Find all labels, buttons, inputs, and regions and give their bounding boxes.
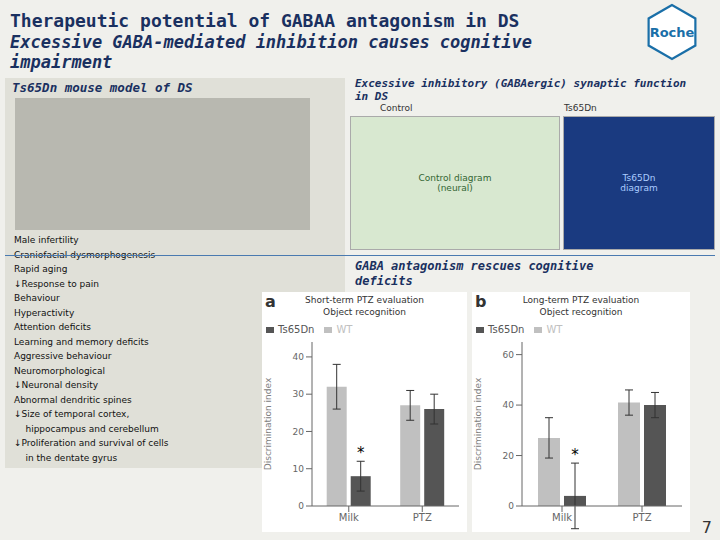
html-text:GABA antagonism rescues cognit: GABA antagonism rescues cognitive	[355, 259, 594, 273]
html-text:Learning and memory deficits: Learning and memory deficits	[14, 336, 149, 347]
html-text:Control: Control	[380, 103, 413, 113]
html-text:Object recognition: Object recognition	[323, 307, 406, 317]
html-text:↓Size of temporal cortex,: ↓Size of temporal cortex,	[14, 409, 130, 419]
html-text:Behaviour: Behaviour	[14, 293, 60, 303]
html-text:Ts65Dn mouse model of DS: Ts65Dn mouse model of DS	[12, 80, 193, 95]
html-text:Ts65Dn: Ts65Dn	[488, 324, 525, 335]
svg-text:*: *	[357, 444, 365, 462]
html-text:7: 7	[701, 518, 712, 537]
svg-text:0: 0	[508, 501, 514, 511]
svg-text:40: 40	[293, 352, 305, 362]
html-text:↓Proliferation and survival of: ↓Proliferation and survival of cells	[14, 438, 169, 448]
html-text:Attention deficits: Attention deficits	[14, 322, 91, 332]
html-text:Ts65Dn: Ts65Dn	[564, 103, 597, 113]
svg-text:20: 20	[293, 427, 305, 437]
html-text:Long-term PTZ evaluation: Long-term PTZ evaluation	[522, 295, 640, 305]
svg-text:PTZ: PTZ	[413, 512, 432, 523]
svg-text:*: *	[571, 446, 579, 464]
html-text:in the dentate gyrus: in the dentate gyrus	[14, 452, 118, 463]
svg-text:20: 20	[503, 451, 515, 461]
html-text:a: a	[265, 292, 276, 311]
html-text:Abnormal dendritic spines: Abnormal dendritic spines	[14, 394, 132, 405]
svg-text:PTZ: PTZ	[633, 512, 652, 523]
html-text:Ts65Dn: Ts65Dn	[278, 324, 315, 335]
svg-text:0: 0	[298, 501, 304, 511]
html-text:Excessive inhibitory (GABAergi: Excessive inhibitory (GABAergic) synapti…	[355, 77, 687, 90]
html-text:Neuromorphological: Neuromorphological	[14, 365, 106, 376]
html-text:WT: WT	[336, 324, 353, 335]
svg-text:30: 30	[293, 389, 305, 399]
svg-text:40: 40	[503, 400, 515, 410]
html-text:Aggressive behaviour: Aggressive behaviour	[14, 351, 112, 361]
html-text:in DS: in DS	[355, 90, 389, 103]
html-text:Ts65Dn diagram: Ts65Dn diagram	[620, 173, 658, 193]
svg-text:60: 60	[503, 350, 515, 360]
html-text:Male infertility: Male infertility	[14, 235, 79, 245]
html-text:Excessive GABA‑mediated inhibi: Excessive GABA‑mediated inhibition cause…	[10, 32, 532, 52]
html-text:Control diagram (neural): Control diagram (neural)	[418, 173, 492, 193]
svg-text:Discrimination index: Discrimination index	[473, 377, 483, 470]
html-text:Short-term PTZ evaluation: Short-term PTZ evaluation	[305, 295, 424, 305]
html-text:Rapid aging: Rapid aging	[14, 264, 68, 274]
html-text:↓Response to pain: ↓Response to pain	[14, 278, 99, 289]
html-text:Object recognition: Object recognition	[539, 307, 623, 317]
html-text:↓Neuronal density: ↓Neuronal density	[14, 380, 99, 390]
html-text:Craniofacial dysmorphogenesis: Craniofacial dysmorphogenesis	[14, 249, 156, 260]
svg-text:Milk: Milk	[339, 512, 359, 523]
svg-text:Discrimination index: Discrimination index	[263, 377, 273, 470]
svg-text:Roche: Roche	[650, 25, 695, 40]
svg-text:10: 10	[293, 464, 305, 474]
html-text:deficits: deficits	[355, 274, 413, 288]
html-text:impairment: impairment	[10, 52, 113, 72]
html-text:WT: WT	[546, 324, 563, 335]
html-text:b: b	[475, 292, 487, 311]
html-text:Therapeutic potential of GABAA: Therapeutic potential of GABAA antagonis…	[10, 10, 520, 31]
html-text:hippocampus and cerebellum: hippocampus and cerebellum	[14, 423, 159, 434]
html-text:Hyperactivity: Hyperactivity	[14, 307, 75, 318]
svg-text:Milk: Milk	[552, 512, 572, 523]
